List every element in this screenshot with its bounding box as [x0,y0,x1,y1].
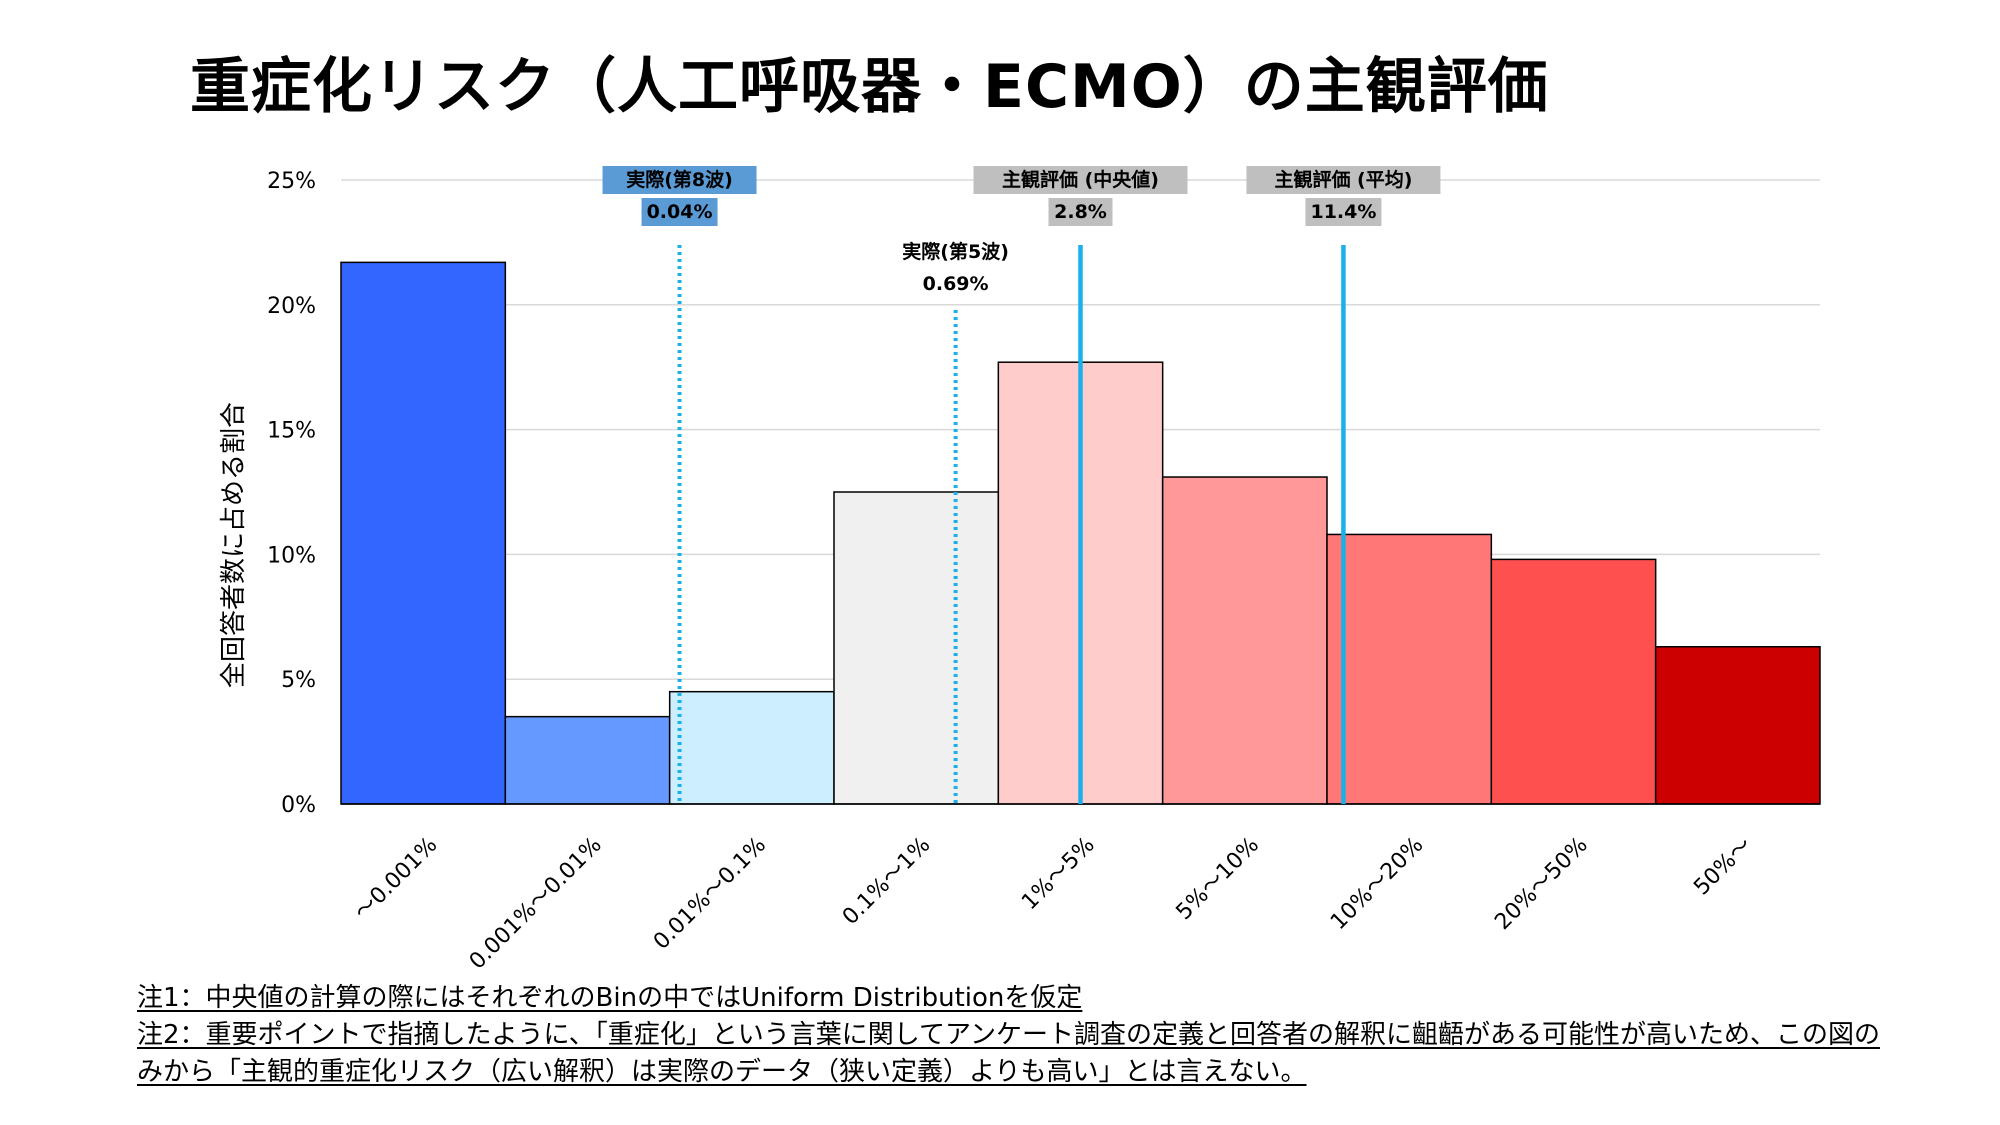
bar-chart: 0% 5% 10% 15% 20% 25% 〜0.001% 0.001%〜0.01% 0.01%… [219,166,1821,975]
reference-label-highlight [1246,166,1441,194]
reference-lines: 実際(第8波) 0.04% 実際(第5波) 0.69% 主観評価 (中央値) 2.8% 主観… [602,166,1441,804]
bar [1654,646,1821,805]
reference-line-value: 11.4% [1310,201,1376,223]
reference-line-value: 0.04% [647,201,713,223]
y-tick-label: 0% [281,793,316,818]
x-tick-label: 0.01%〜0.1% [649,833,771,955]
bar [833,491,1000,805]
reference-line-label: 実際(第8波) [626,168,733,191]
bar [1490,558,1657,805]
reference-value-highlight [1305,198,1382,226]
reference-label-highlight [602,166,757,194]
bar [340,261,507,805]
bar [504,715,671,805]
reference-line-value: 0.69% [923,273,989,295]
x-tick-label: 1%〜5% [1017,833,1100,916]
y-tick-label: 10% [267,543,316,568]
chart-title: 重症化リスク（人工呼吸器・ECMO）の主観評価 [190,52,1549,122]
x-tick-label: 20%〜50% [1490,833,1592,935]
bar [668,690,835,805]
x-tick-label: 0.001%〜0.01% [465,833,607,975]
reference-line-value: 2.8% [1054,201,1107,223]
note-1: 注1：中央値の計算の際にはそれぞれのBinの中ではUniform Distrib… [137,983,1083,1013]
x-tick-label: 〜0.001% [350,833,443,926]
x-tick-label: 10%〜20% [1326,833,1428,935]
y-tick-label: 15% [267,419,316,444]
reference-value-highlight [641,198,718,226]
reference-line-label: 実際(第5波) [902,240,1009,263]
y-tick-label: 5% [281,668,316,693]
note-2: 注2：重要ポイントで指摘したように、「重症化」という言葉に関してアンケート調査の… [137,1020,1880,1087]
y-tick-label: 25% [267,169,316,194]
y-tick-label: 20% [267,294,316,319]
x-tick-label: 5%〜10% [1172,833,1264,925]
bar [1326,533,1493,805]
x-tick-label: 50%〜 [1689,833,1757,901]
y-axis-label: 全回答者数に占める割合 [219,402,249,688]
bar [1161,476,1328,805]
x-tick-label: 0.1%〜1% [838,833,935,930]
reference-label-highlight [973,166,1188,194]
bars [340,261,1821,805]
reference-line-label: 主観評価 (平均) [1274,168,1412,191]
reference-line-label: 主観評価 (中央値) [1002,168,1159,191]
footnotes: 注1：中央値の計算の際にはそれぞれのBinの中ではUniform Distrib… [137,980,1897,1091]
reference-value-highlight [1048,198,1113,226]
